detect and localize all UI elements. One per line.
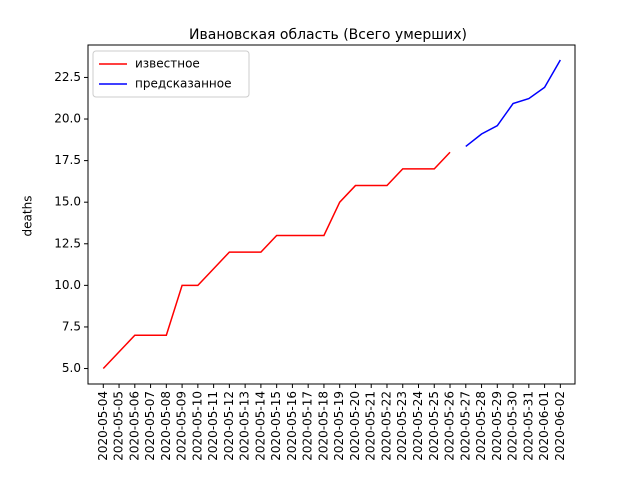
x-tick-label: 2020-05-08 [159, 391, 173, 461]
y-tick-label: 22.5 [54, 70, 81, 84]
x-tick-label: 2020-05-14 [253, 391, 267, 461]
legend-box [92, 50, 250, 98]
x-tick-label: 2020-05-12 [222, 391, 236, 461]
line-series [102, 151, 451, 370]
x-tick-label: 2020-05-10 [190, 391, 204, 461]
legend-label: известное [135, 57, 200, 71]
x-tick-label: 2020-05-22 [379, 391, 393, 461]
x-tick-label: 2020-05-25 [427, 391, 441, 461]
y-tick-label: 10.0 [54, 278, 81, 292]
x-tick-label: 2020-05-27 [458, 391, 472, 461]
x-tick-label: 2020-05-24 [411, 391, 425, 461]
x-tick-label: 2020-05-15 [269, 391, 283, 461]
x-tick-label: 2020-05-17 [301, 391, 315, 461]
line-series [465, 59, 561, 148]
y-tick-label: 12.5 [54, 236, 81, 250]
x-tick-label: 2020-05-19 [332, 391, 346, 461]
y-tick-label: 20.0 [54, 112, 81, 126]
legend-label: предсказанное [135, 77, 232, 91]
x-tick-label: 2020-05-06 [127, 391, 141, 461]
x-tick-label: 2020-06-02 [553, 391, 567, 461]
x-tick-label: 2020-05-28 [474, 391, 488, 461]
y-tick-label: 15.0 [54, 195, 81, 209]
x-tick-label: 2020-05-16 [285, 391, 299, 461]
x-tick-label: 2020-05-31 [521, 391, 535, 461]
y-tick-label: 5.0 [62, 361, 81, 375]
x-tick-label: 2020-05-11 [206, 391, 220, 461]
legend: известное предсказанное [92, 50, 250, 98]
x-tick-label: 2020-05-05 [112, 391, 126, 461]
x-tick-label: 2020-05-07 [143, 391, 157, 461]
x-tick-label: 2020-05-09 [175, 391, 189, 461]
y-tick-label: 17.5 [54, 153, 81, 167]
chart-title: Ивановская область (Всего умерших) [189, 27, 467, 43]
y-tick-label: 7.5 [62, 319, 81, 333]
plot-frame [87, 44, 576, 385]
x-tick-label: 2020-05-26 [443, 391, 457, 461]
x-tick-label: 2020-05-20 [348, 391, 362, 461]
x-tick-label: 2020-05-29 [490, 391, 504, 461]
x-tick-label: 2020-05-30 [506, 391, 520, 461]
x-tick-label: 2020-05-13 [238, 391, 252, 461]
x-tick-label: 2020-05-04 [96, 391, 110, 461]
y-axis-label: deaths [21, 196, 35, 237]
x-tick-label: 2020-05-18 [316, 391, 330, 461]
x-tick-label: 2020-05-23 [395, 391, 409, 461]
x-tick-label: 2020-06-01 [537, 391, 551, 461]
x-tick-label: 2020-05-21 [364, 391, 378, 461]
